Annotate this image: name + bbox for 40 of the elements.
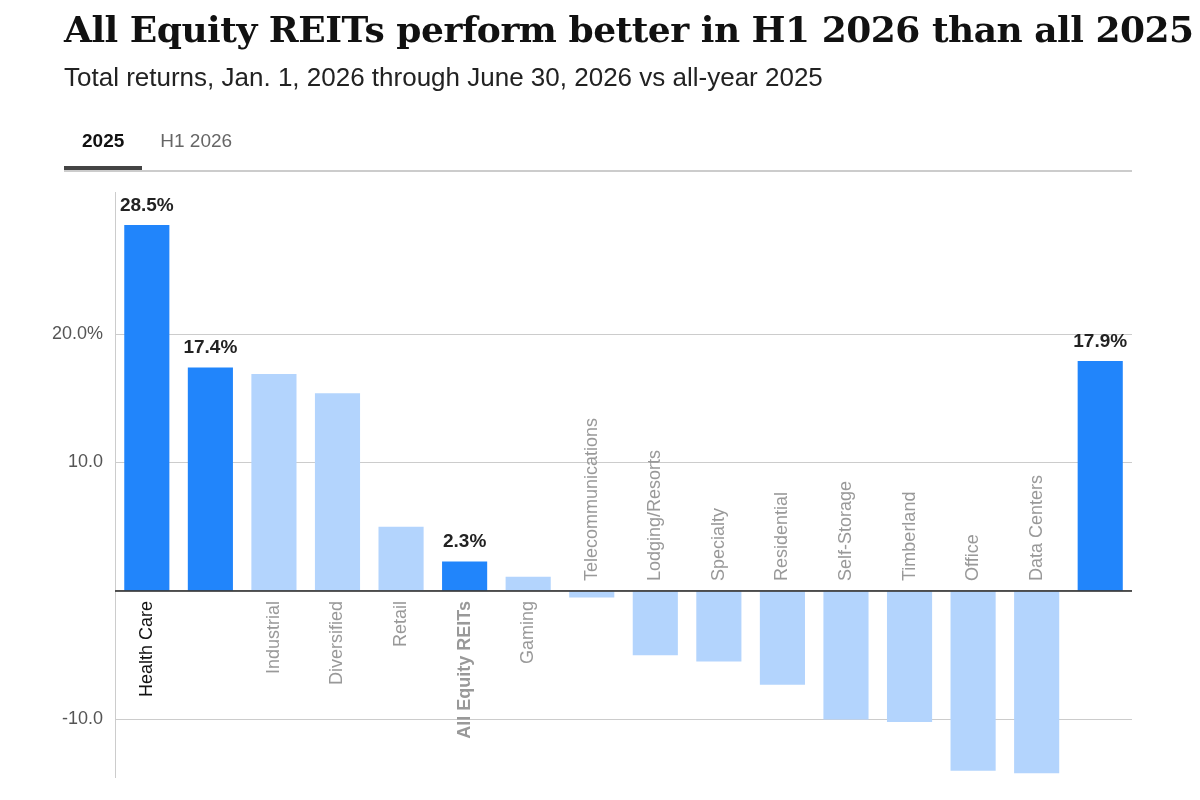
x-tick-label: Health Care	[135, 600, 156, 698]
data-label: 2.3%	[442, 530, 487, 552]
text: 2025	[64, 126, 143, 170]
bar	[1014, 591, 1060, 774]
x-tick-label: Timberland	[898, 491, 919, 581]
y-tick-label: -10.0	[62, 708, 104, 729]
x-tick-label: Data Centers	[1025, 474, 1046, 581]
x-tick-label: Retail	[390, 600, 411, 647]
data-label: 17.4%	[183, 336, 238, 358]
bar	[632, 591, 678, 656]
y-tick-label: 10.0	[67, 451, 104, 472]
chart-title: All Equity REITs perform better in H1 2026 than all 2025	[64, 8, 1194, 50]
x-tick-label: Lodging/Resorts	[644, 449, 665, 581]
chart-subtitle: Total returns, Jan. 1, 2026 through June 30, 2026 vs all-year 2025	[64, 62, 823, 93]
bar	[314, 393, 361, 591]
bar	[696, 591, 742, 662]
x-tick-label: Industrial	[262, 600, 283, 675]
x-tick-label: Diversified	[326, 600, 347, 685]
data-label: 17.9%	[1073, 329, 1128, 351]
bar	[823, 591, 869, 720]
x-tick-label: Specialty	[707, 507, 728, 581]
bar	[505, 576, 551, 591]
x-tick-label: Office	[962, 534, 983, 581]
x-tick-label: Gaming	[517, 600, 538, 664]
bar	[187, 367, 233, 591]
bar	[251, 373, 297, 591]
y-tick-label: 20.0%	[51, 323, 104, 344]
x-tick-label: Telecommunications	[580, 417, 601, 581]
bar	[1077, 361, 1123, 591]
x-tick-label: Self-Storage	[834, 480, 855, 581]
bar	[378, 526, 424, 591]
bar	[442, 561, 488, 591]
data-label: 28.5%	[119, 193, 174, 215]
bar	[759, 591, 805, 685]
x-tick-label: Residential	[771, 491, 792, 581]
bar	[950, 591, 996, 771]
bar	[886, 591, 933, 722]
bar	[124, 224, 170, 591]
x-tick-label: All Equity REITs	[453, 600, 474, 739]
text: H1 2026	[159, 129, 234, 153]
